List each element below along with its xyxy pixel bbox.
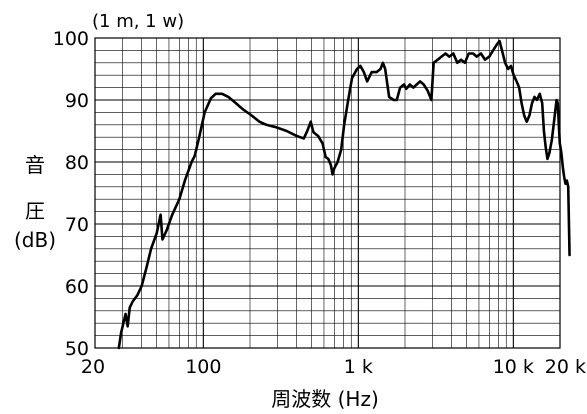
- x-axis-label: 周波数 (Hz): [271, 387, 379, 411]
- y-axis-label-line-2: 圧: [25, 199, 45, 223]
- y-tick-label: 50: [65, 338, 89, 360]
- x-tick-labels: 20 100 1 k 10 k 20 k: [81, 356, 586, 378]
- y-tick-label: 70: [65, 214, 89, 236]
- major-grid: [95, 38, 560, 348]
- series-line-response: [117, 39, 571, 350]
- y-axis-label-line-1: 音: [25, 153, 45, 177]
- minor-grid: [95, 38, 560, 348]
- x-tick-label: 10 k: [493, 356, 534, 378]
- y-tick-label: 90: [65, 90, 89, 112]
- plot-frame: [94, 37, 561, 349]
- x-tick-label: 20 k: [545, 356, 586, 378]
- measurement-condition-label: (1 m, 1 w): [92, 11, 184, 32]
- y-tick-label: 80: [65, 152, 89, 174]
- y-axis-label-line-3: (dB): [14, 228, 56, 252]
- x-tick-label: 20: [81, 356, 105, 378]
- x-tick-label: 1 k: [344, 356, 373, 378]
- y-tick-labels: 50 60 70 80 90 100: [53, 28, 89, 360]
- y-tick-label: 100: [53, 28, 89, 50]
- x-tick-label: 100: [185, 356, 221, 378]
- y-tick-label: 60: [65, 276, 89, 298]
